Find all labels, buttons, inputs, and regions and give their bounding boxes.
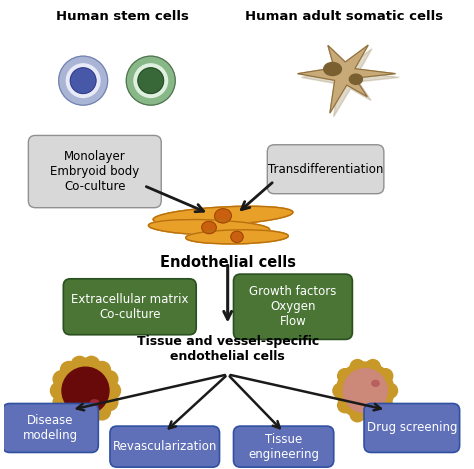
Text: Human adult somatic cells: Human adult somatic cells	[245, 10, 443, 23]
Ellipse shape	[153, 206, 293, 226]
FancyBboxPatch shape	[3, 403, 98, 453]
Ellipse shape	[83, 356, 100, 373]
Ellipse shape	[53, 371, 70, 387]
FancyBboxPatch shape	[110, 426, 219, 467]
Ellipse shape	[83, 408, 100, 425]
Text: Drug screening: Drug screening	[366, 422, 457, 434]
Ellipse shape	[378, 369, 393, 383]
FancyBboxPatch shape	[234, 274, 352, 340]
Ellipse shape	[71, 408, 88, 425]
Ellipse shape	[61, 403, 77, 420]
Ellipse shape	[55, 360, 116, 421]
Ellipse shape	[134, 64, 167, 98]
Ellipse shape	[71, 356, 88, 373]
Ellipse shape	[349, 74, 363, 84]
Text: Human stem cells: Human stem cells	[56, 10, 189, 23]
Ellipse shape	[91, 400, 99, 406]
Text: Extracellular matrix
Co-culture: Extracellular matrix Co-culture	[71, 293, 189, 321]
Ellipse shape	[101, 371, 118, 387]
Ellipse shape	[337, 362, 394, 419]
Polygon shape	[298, 45, 395, 113]
Ellipse shape	[101, 394, 118, 410]
Ellipse shape	[372, 380, 379, 386]
Ellipse shape	[50, 382, 67, 399]
FancyBboxPatch shape	[267, 145, 384, 194]
Ellipse shape	[186, 230, 288, 244]
Ellipse shape	[337, 398, 352, 413]
Ellipse shape	[324, 62, 341, 76]
Text: Disease
modeling: Disease modeling	[23, 414, 78, 442]
FancyBboxPatch shape	[364, 403, 460, 453]
Text: Monolayer
Embryoid body
Co-culture: Monolayer Embryoid body Co-culture	[50, 150, 139, 193]
Ellipse shape	[365, 360, 380, 374]
Ellipse shape	[333, 383, 347, 398]
Ellipse shape	[350, 407, 365, 422]
Ellipse shape	[350, 360, 365, 374]
Ellipse shape	[53, 394, 70, 410]
Text: Endothelial cells: Endothelial cells	[160, 256, 296, 271]
Ellipse shape	[59, 56, 108, 105]
Text: Transdifferentiation: Transdifferentiation	[268, 163, 383, 176]
Ellipse shape	[231, 231, 243, 242]
Ellipse shape	[383, 383, 398, 398]
Ellipse shape	[66, 64, 100, 98]
Ellipse shape	[61, 362, 77, 378]
FancyBboxPatch shape	[234, 426, 334, 467]
FancyBboxPatch shape	[28, 136, 161, 208]
Ellipse shape	[150, 223, 268, 234]
Ellipse shape	[343, 369, 387, 413]
Ellipse shape	[365, 407, 380, 422]
Ellipse shape	[94, 403, 110, 420]
Ellipse shape	[186, 230, 288, 244]
Ellipse shape	[155, 210, 292, 225]
Ellipse shape	[62, 367, 109, 414]
Ellipse shape	[153, 206, 293, 226]
Text: Growth factors
Oxygen
Flow: Growth factors Oxygen Flow	[249, 285, 337, 328]
Text: Revascularization: Revascularization	[112, 440, 217, 453]
Ellipse shape	[148, 219, 270, 235]
Ellipse shape	[148, 219, 270, 235]
Ellipse shape	[337, 369, 352, 383]
Ellipse shape	[94, 362, 110, 378]
Ellipse shape	[126, 56, 175, 105]
Text: Tissue
engineering: Tissue engineering	[248, 432, 319, 461]
Ellipse shape	[70, 68, 96, 93]
Ellipse shape	[378, 398, 393, 413]
Ellipse shape	[202, 221, 216, 234]
Polygon shape	[301, 49, 399, 117]
Ellipse shape	[215, 209, 231, 223]
Ellipse shape	[104, 382, 120, 399]
Ellipse shape	[138, 68, 164, 93]
Ellipse shape	[187, 233, 287, 243]
Text: Tissue and vessel-specific
endothelial cells: Tissue and vessel-specific endothelial c…	[137, 335, 319, 363]
FancyBboxPatch shape	[64, 279, 196, 335]
